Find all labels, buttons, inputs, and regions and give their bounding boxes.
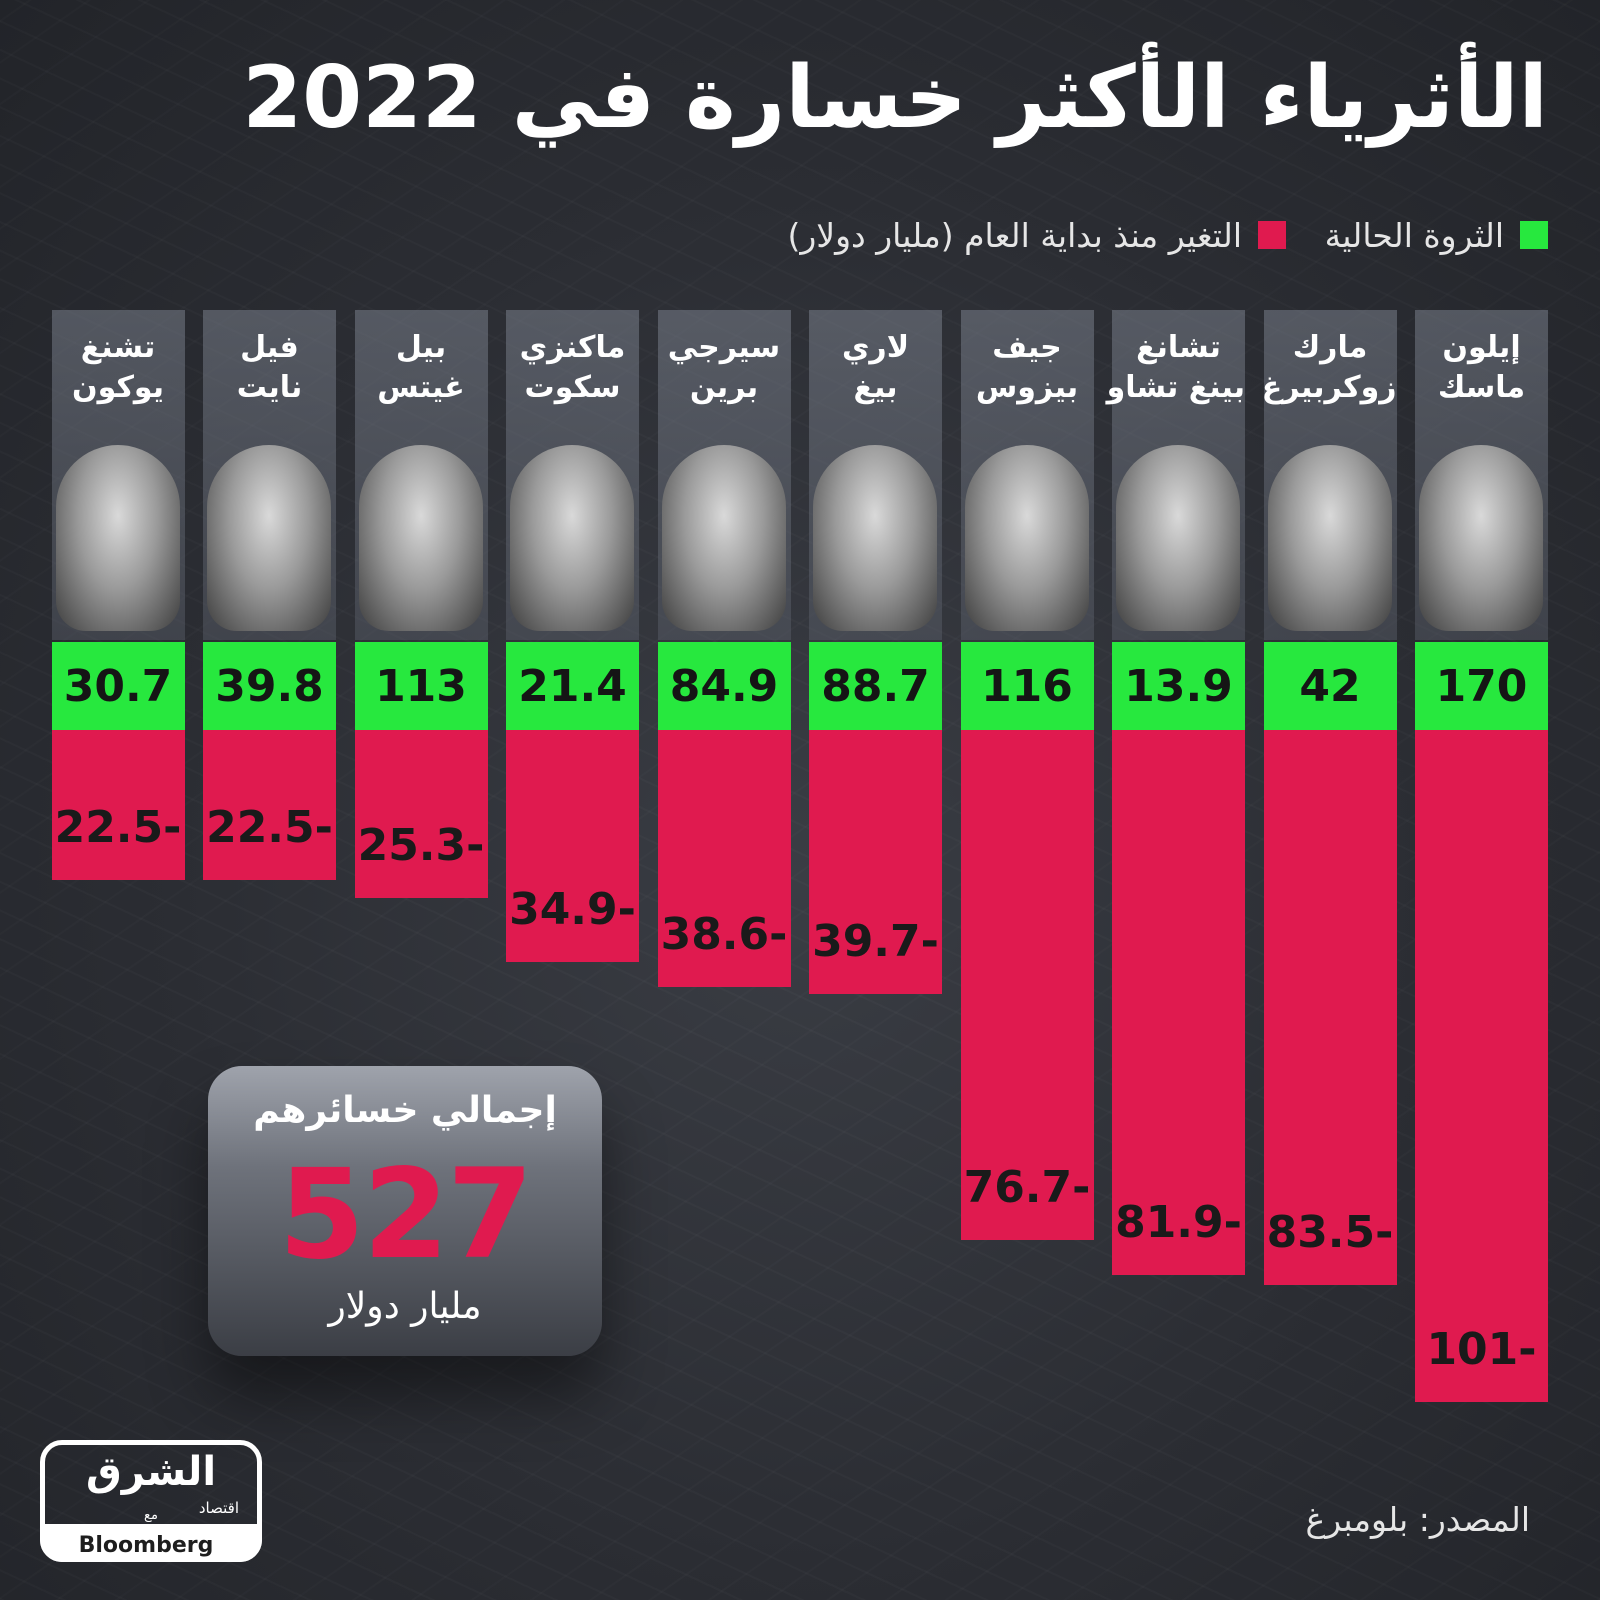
total-value: 527 [278, 1143, 534, 1287]
wealth-bar: 13.9 [1112, 642, 1245, 730]
person-name-line2: ماسك [1437, 370, 1526, 405]
person-name: ماكنزي سكوت [506, 328, 639, 408]
loss-label: 34.9- [509, 884, 636, 936]
wealth-bar: 116 [960, 642, 1094, 730]
person-name-line1: سيرجي [667, 330, 781, 365]
person-photo [813, 445, 937, 631]
wealth-bar: 30.7 [51, 642, 185, 730]
total-heading: إجمالي خسائرهم [253, 1090, 557, 1131]
person-name: إيلون ماسك [1415, 328, 1548, 408]
person-photo [661, 445, 786, 631]
loss-label: 25.3- [357, 820, 485, 872]
wealth-bar: 84.9 [657, 642, 791, 730]
person-name-line1: فيل [240, 330, 299, 365]
loss-bar [1415, 730, 1548, 1402]
wealth-bar: 113 [354, 642, 488, 730]
loss-bar [960, 730, 1094, 1241]
logo-bar: Bloomberg [40, 1524, 262, 1562]
person-name: تشنغ يوكون [52, 328, 185, 408]
person-name-line1: تشانغ [1136, 330, 1221, 365]
legend-item-change: التغير منذ بداية العام (مليار دولار) [787, 212, 1286, 258]
legend-swatch-wealth [1520, 221, 1548, 249]
wealth-bar: 39.8 [203, 642, 336, 730]
person-name-line2: برين [689, 370, 759, 405]
legend-label-wealth: الثروة الحالية [1324, 215, 1504, 255]
person-photo [207, 445, 331, 631]
legend-label-change: التغير منذ بداية العام (مليار دولار) [787, 215, 1242, 255]
person-name: جيف بيزوس [961, 328, 1094, 408]
person-photo [358, 445, 483, 631]
person-name-line2: بيزوس [975, 370, 1079, 405]
person-name: لاري بيغ [809, 328, 942, 408]
person-photo [1419, 445, 1543, 631]
person-photo [964, 445, 1089, 631]
person-name-line2: نايت [236, 370, 303, 405]
logo-with-text: مع [144, 1508, 158, 1523]
legend-swatch-change [1258, 221, 1286, 249]
person-name: سيرجي برين [658, 328, 791, 408]
legend-item-wealth: الثروة الحالية [1325, 212, 1548, 258]
person-name-line2: غيتس [377, 370, 465, 405]
wealth-bar: 88.7 [809, 642, 942, 730]
wealth-bar: 21.4 [506, 642, 639, 730]
loss-bar [506, 730, 639, 963]
wealth-bar: 42 [1263, 642, 1397, 730]
loss-label: 76.7- [963, 1162, 1091, 1214]
person-photo [510, 445, 634, 631]
person-name-line2: يوكون [72, 370, 164, 405]
loss-bar [1263, 730, 1397, 1286]
loss-bar [1112, 730, 1245, 1275]
loss-label: 81.9- [1115, 1196, 1242, 1248]
person-photo [1267, 445, 1392, 631]
loss-bar [809, 730, 942, 994]
person-name-line1: ماكنزي [519, 330, 626, 365]
person-photo [55, 445, 180, 631]
wealth-bar: 170 [1415, 642, 1548, 730]
person-name: فيل نايت [203, 328, 336, 408]
loss-label: 39.7- [812, 916, 939, 967]
person-name: مارك زوكربيرغ [1261, 328, 1397, 408]
person-name-line1: إيلون [1442, 330, 1521, 365]
total-unit: مليار دولار [328, 1286, 482, 1327]
person-name-line1: تشنغ [80, 330, 156, 365]
person-name-line2: بيغ [853, 370, 898, 405]
person-name-line1: جيف [992, 330, 1062, 365]
logo-sub-text: اقتصاد [198, 1499, 239, 1517]
loss-bar [203, 730, 336, 880]
logo-partner-text: Bloomberg [78, 1533, 214, 1558]
loss-bar [51, 730, 185, 880]
loss-label: 38.6- [660, 908, 788, 960]
loss-label: 83.5- [1266, 1207, 1394, 1259]
source-note: المصدر: بلومبرغ [1305, 1500, 1530, 1539]
total-losses-card: إجمالي خسائرهم 527 مليار دولار [208, 1066, 602, 1356]
person-name-line2: بينغ تشاو [1106, 370, 1245, 405]
loss-label: 22.5- [206, 801, 333, 853]
asharq-bloomberg-logo: الشرق اقتصاد مع Bloomberg [40, 1440, 262, 1562]
loss-bar [354, 730, 488, 899]
logo-main-text: الشرق [85, 1449, 217, 1495]
person-name-line1: مارك [1292, 330, 1368, 365]
person-name: بيل غيتس [355, 328, 488, 408]
page-title: الأثرياء الأكثر خسارة في 2022 [242, 48, 1549, 148]
person-name-line2: سكوت [524, 370, 621, 405]
person-name-line1: بيل [395, 330, 447, 365]
loss-label: 22.5- [54, 801, 182, 853]
person-name: تشانغ بينغ تشاو [1106, 328, 1245, 408]
person-photo [1116, 445, 1240, 631]
person-name-line2: زوكربيرغ [1261, 370, 1397, 405]
loss-bar [657, 730, 791, 987]
loss-label: 101- [1426, 1323, 1537, 1375]
person-name-line1: لاري [841, 330, 910, 365]
